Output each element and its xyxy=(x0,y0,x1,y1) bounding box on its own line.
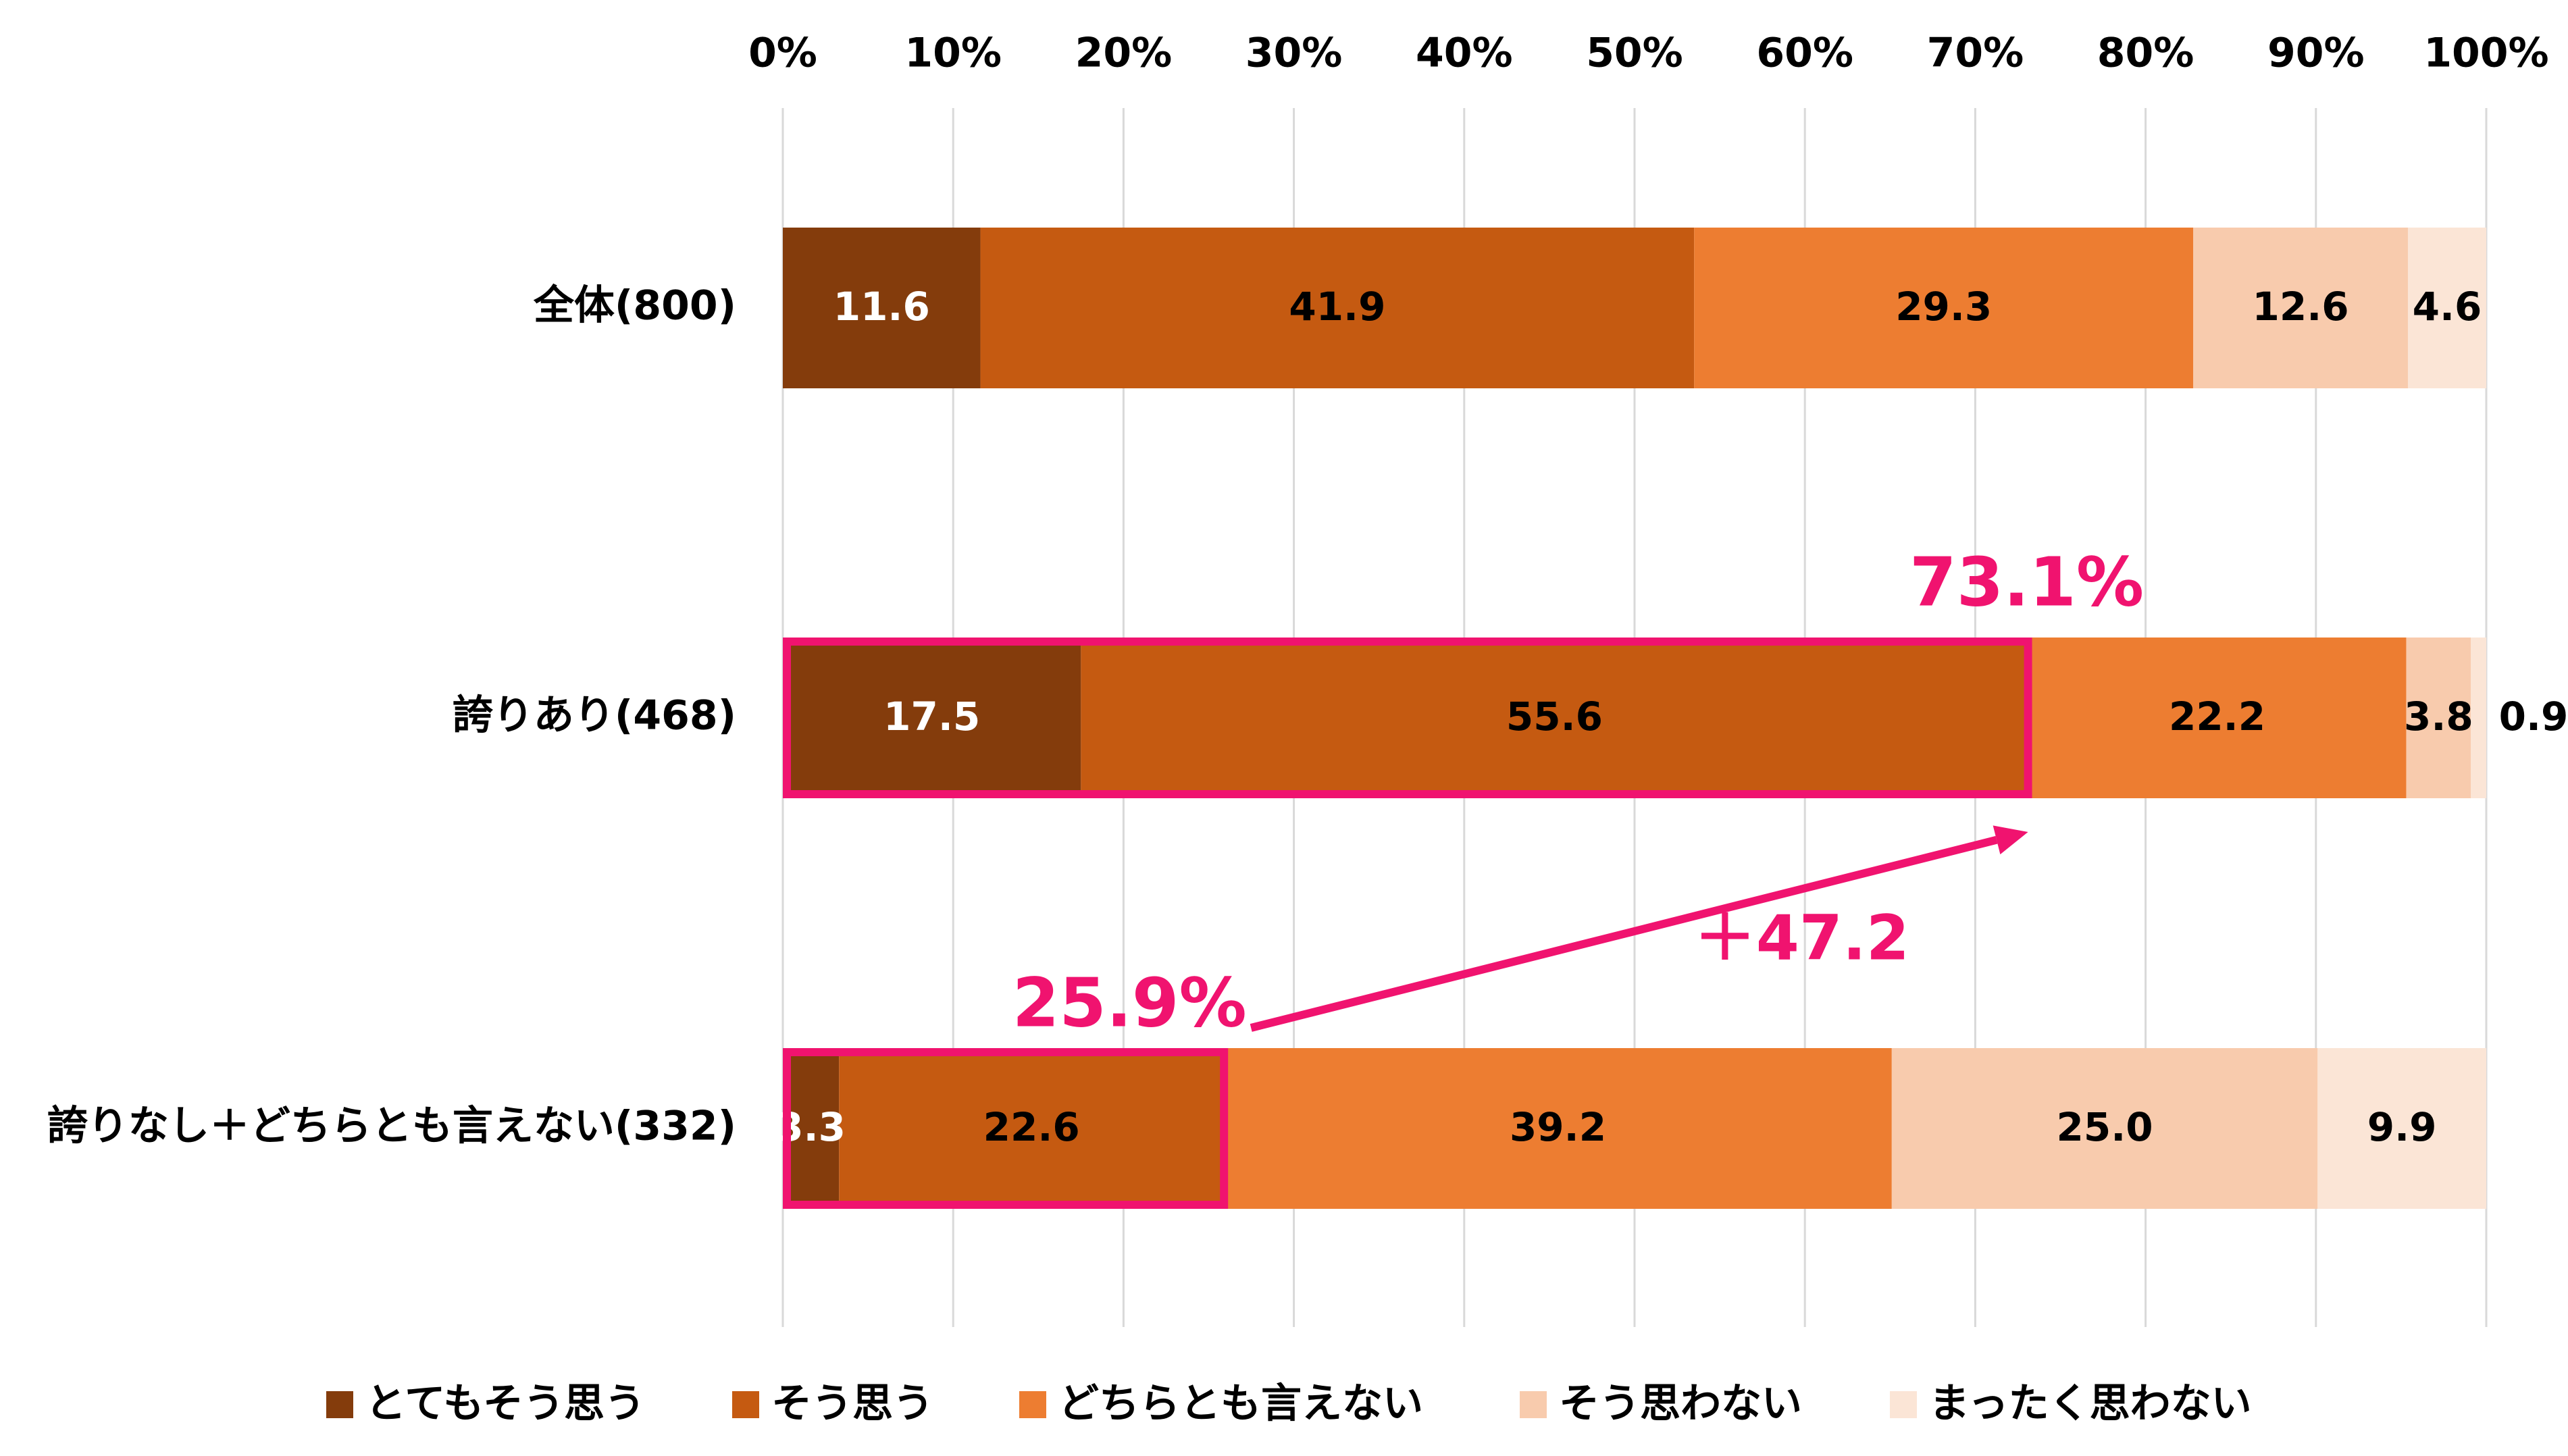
data-label: 3.8 xyxy=(2404,694,2473,739)
x-tick-label: 100% xyxy=(2423,30,2548,77)
annotations: 73.1% 25.9% ＋47.2 xyxy=(1012,542,2144,1042)
data-label: 22.2 xyxy=(2169,694,2265,739)
bar-segment xyxy=(2028,638,2407,798)
bar-segment xyxy=(1891,1048,2318,1209)
bar-segments xyxy=(783,228,2486,1209)
bar-segment xyxy=(1081,638,2028,798)
legend-swatch xyxy=(1890,1391,1917,1418)
annotation-difference: ＋47.2 xyxy=(1694,902,1909,974)
legend-label: そう思う xyxy=(771,1380,933,1428)
bar-segment xyxy=(2407,228,2486,388)
legend-label: まったく思わない xyxy=(1929,1380,2252,1428)
legend-swatch xyxy=(1520,1391,1547,1418)
annotation-bottom-share: 25.9% xyxy=(1012,963,1247,1042)
data-label: 25.0 xyxy=(2057,1104,2153,1150)
data-label: 12.6 xyxy=(2253,284,2349,330)
bar-segment xyxy=(2317,1048,2486,1209)
data-label: 41.9 xyxy=(1289,284,1385,330)
arrow-shaft xyxy=(1250,835,1998,1032)
bar-segment xyxy=(2193,228,2408,388)
legend-swatch xyxy=(1019,1391,1046,1418)
bar-segment xyxy=(980,228,1695,388)
data-label: 4.6 xyxy=(2413,284,2482,330)
arrow-head xyxy=(1993,825,2028,855)
legend-label: とてもそう思う xyxy=(365,1380,645,1428)
x-tick-label: 30% xyxy=(1246,30,1343,77)
data-label: 17.5 xyxy=(883,694,980,739)
data-label: 39.2 xyxy=(1510,1104,1606,1150)
data-label: 29.3 xyxy=(1895,284,1992,330)
data-label: 55.6 xyxy=(1506,694,1603,739)
category-label: 誇りなし＋どちらとも言えない(332) xyxy=(47,1103,736,1150)
highlight-box xyxy=(783,638,2032,798)
category-labels: 全体(800) 誇りあり(468) 誇りなし＋どちらとも言えない(332) xyxy=(47,282,736,1150)
data-label: 0.9 xyxy=(2499,694,2568,739)
annotation-top-share: 73.1% xyxy=(1909,542,2144,621)
bar-segment xyxy=(783,228,981,388)
data-label: 9.9 xyxy=(2367,1104,2437,1150)
x-tick-label: 80% xyxy=(2097,30,2194,77)
bar-segment xyxy=(839,1048,1225,1209)
data-label: 11.6 xyxy=(833,284,930,330)
bar-segment xyxy=(2406,638,2471,798)
segment-labels: 11.6 41.9 29.3 12.6 4.617.5 55.6 22.2 3.8 0.93.3… xyxy=(776,284,2568,1150)
legend: とてもそう思う そう思う どちらとも言えない そう思わない まったく思わない xyxy=(326,1380,2252,1428)
x-axis-tick-labels: 0% 10% 20% 30% 40% 50% 60% 70% 80% 90% 100% xyxy=(748,30,2549,77)
x-tick-label: 0% xyxy=(748,30,817,77)
x-tick-label: 10% xyxy=(904,30,1002,77)
bar-segment xyxy=(783,638,1081,798)
bar-segment xyxy=(1224,1048,1892,1209)
x-tick-label: 20% xyxy=(1075,30,1173,77)
category-label: 誇りあり(468) xyxy=(453,692,736,739)
bar-segment xyxy=(2471,638,2486,798)
bar-segment xyxy=(1694,228,2194,388)
category-label: 全体(800) xyxy=(533,282,736,330)
legend-swatch xyxy=(326,1391,353,1418)
highlight-boxes xyxy=(783,638,2032,1209)
x-tick-label: 90% xyxy=(2267,30,2365,77)
highlight-box xyxy=(783,1048,1229,1209)
x-tick-label: 50% xyxy=(1586,30,1683,77)
x-tick-label: 60% xyxy=(1756,30,1853,77)
legend-label: そう思わない xyxy=(1559,1380,1802,1428)
bar-segment xyxy=(783,1048,840,1209)
legend-swatch xyxy=(732,1391,759,1418)
x-tick-label: 70% xyxy=(1927,30,2024,77)
legend-label: どちらとも言えない xyxy=(1058,1380,1423,1428)
x-tick-label: 40% xyxy=(1416,30,1513,77)
data-label: 22.6 xyxy=(983,1104,1080,1150)
